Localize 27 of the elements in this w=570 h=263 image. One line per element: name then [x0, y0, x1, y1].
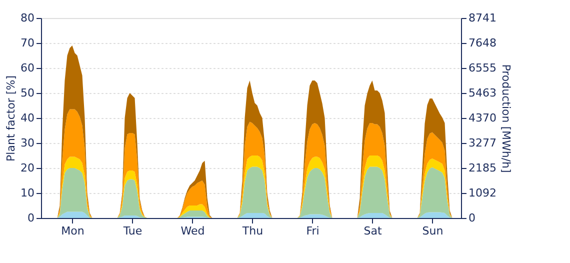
y-tick-label: 60: [20, 62, 34, 74]
y-tick-label: 40: [20, 112, 34, 124]
x-tick-label: Thu: [241, 224, 264, 238]
x-tick-label: Fri: [306, 224, 320, 238]
y-tick-label: 20: [20, 162, 34, 174]
y-tick-label: 80: [20, 12, 34, 24]
y2-tick-label: 3277: [468, 136, 496, 150]
y2-tick-label: 5463: [468, 86, 496, 100]
x-tick-label: Wed: [180, 224, 205, 238]
y-axis-title: Plant factor [%]: [4, 76, 18, 162]
y2-axis-title: Production [MWh/h]: [499, 64, 512, 173]
x-tick-label: Mon: [61, 224, 84, 238]
y2-tick-label: 7648: [468, 36, 496, 50]
x-tick-label: Tue: [122, 224, 142, 238]
y-tick-label: 0: [28, 212, 34, 224]
y2-tick-label: 4370: [468, 112, 496, 125]
y-tick-label: 50: [20, 86, 34, 100]
y-tick-label: 30: [20, 136, 34, 150]
y2-tick-label: 8741: [468, 12, 496, 24]
y-tick-label: 70: [20, 36, 34, 50]
x-tick-label: Sun: [422, 224, 444, 238]
y2-tick-label: 2185: [468, 162, 496, 175]
y2-tick-label: 0: [468, 212, 476, 224]
y-tick-label: 10: [20, 186, 34, 200]
x-tick-label: Sat: [364, 224, 382, 238]
y2-tick-label: 1092: [468, 186, 496, 200]
y2-tick-label: 6555: [468, 62, 496, 75]
